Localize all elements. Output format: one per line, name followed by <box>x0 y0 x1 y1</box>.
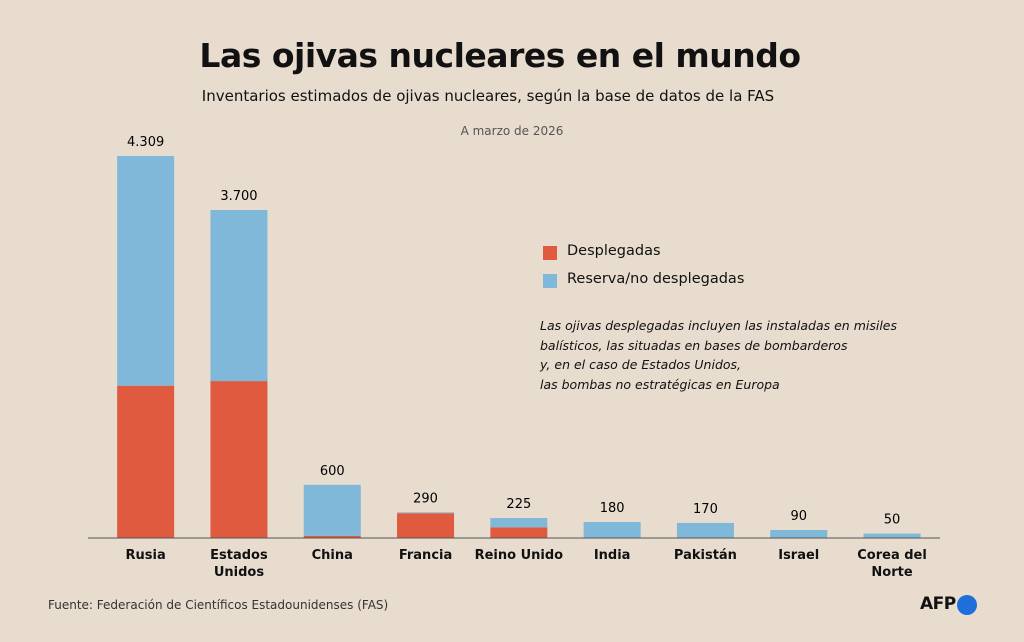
bar-segment <box>490 518 548 528</box>
bar-segment <box>397 513 455 538</box>
bar-segment <box>303 484 361 536</box>
bar-segment <box>397 512 455 514</box>
x-tick-label: Israel <box>778 548 820 563</box>
legend-swatch <box>543 246 557 260</box>
total-label: 3.700 <box>220 189 257 204</box>
annotation: Las ojivas desplegadas incluyen las inst… <box>540 318 898 392</box>
legend-swatch <box>543 274 557 288</box>
total-label: 290 <box>413 491 438 506</box>
total-label: 50 <box>884 513 901 528</box>
x-tick-label: Corea del Norte <box>857 548 927 580</box>
chart-title: Las ojivas nucleares en el mundo <box>199 36 801 75</box>
bar-segment <box>770 530 828 538</box>
logo-dot <box>957 595 977 615</box>
x-tick-label: Pakistán <box>673 548 737 563</box>
x-tick-label: India <box>593 548 631 563</box>
total-label: 180 <box>600 501 625 516</box>
total-label: 225 <box>506 497 531 512</box>
bar-segment <box>117 156 175 386</box>
bar-segment <box>210 209 268 382</box>
bar-segment <box>676 522 734 538</box>
bar-segment <box>303 535 361 538</box>
x-tick-label: Francia <box>398 548 453 563</box>
bar-segment <box>117 385 175 538</box>
x-tick-label: Reino Unido <box>474 548 564 563</box>
total-label: 90 <box>790 509 807 524</box>
source: Fuente: Federación de Científicos Estado… <box>48 598 389 612</box>
x-tick-label: Rusia <box>125 548 166 563</box>
bar-segment <box>863 533 921 538</box>
total-label: 170 <box>693 502 718 517</box>
legend-label: Desplegadas <box>567 243 661 259</box>
logo: AFP <box>920 594 956 614</box>
x-tick-label: Estados Unidos <box>210 548 268 580</box>
chart-subtitle: Inventarios estimados de ojivas nucleare… <box>201 87 775 105</box>
legend-label: Reserva/no desplegadas <box>567 271 745 287</box>
x-tick-label: China <box>311 548 353 563</box>
bar-segment <box>490 527 548 538</box>
chart-date: A marzo de 2026 <box>460 124 564 138</box>
total-label: 4.309 <box>127 135 164 150</box>
bar-segment <box>210 381 268 538</box>
bar-segment <box>583 522 641 538</box>
total-label: 600 <box>320 464 345 479</box>
